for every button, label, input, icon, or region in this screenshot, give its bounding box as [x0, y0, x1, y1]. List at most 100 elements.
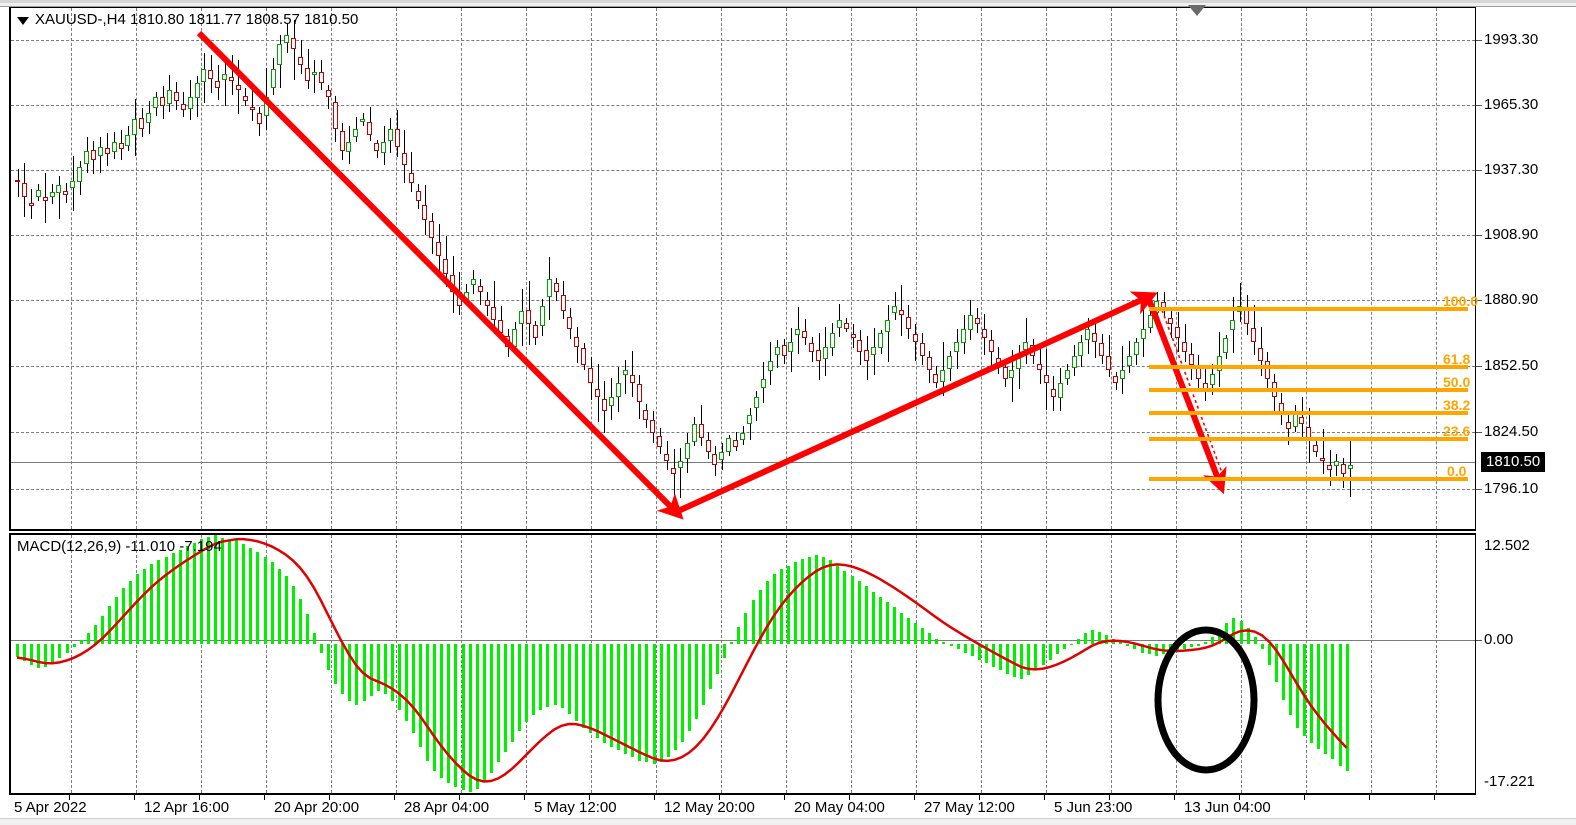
candle-body: [677, 460, 683, 468]
candle-body: [933, 373, 939, 384]
candle-body: [1230, 319, 1236, 331]
grid-line-vertical: [71, 535, 72, 793]
macd-histogram-bar: [900, 612, 903, 644]
candle-body: [436, 242, 442, 256]
grid-line-vertical: [201, 535, 202, 793]
macd-histogram-bar: [440, 643, 443, 779]
candle-body: [1057, 383, 1063, 399]
macd-histogram-bar: [921, 628, 924, 644]
macd-axis[interactable]: 12.502 0.00 -17.221: [1476, 533, 1576, 794]
candle-body: [498, 320, 504, 334]
macd-histogram-bar: [23, 643, 26, 662]
macd-histogram-bar: [865, 586, 868, 644]
macd-histogram-bar: [1056, 643, 1059, 655]
candle-body: [1140, 328, 1146, 340]
price-axis-label: 1824.50: [1484, 423, 1539, 440]
candle-body: [1119, 369, 1125, 379]
candle-body: [477, 286, 483, 293]
candle-body: [836, 319, 842, 329]
candle-body: [1299, 417, 1305, 425]
candle-body: [1106, 356, 1112, 370]
candle-body: [305, 67, 311, 81]
macd-histogram-bar: [1346, 643, 1349, 772]
macd-histogram-bar: [674, 643, 677, 751]
candle-wick: [1323, 429, 1324, 474]
candle-body: [574, 336, 580, 347]
candle-body: [1320, 458, 1326, 461]
macd-axis-label: -17.221: [1484, 773, 1535, 790]
macd-histogram-bar: [264, 556, 267, 644]
candle-wick: [232, 55, 233, 95]
price-chart-panel[interactable]: XAUUSD-,H4 1810.80 1811.77 1808.57 1810.…: [9, 7, 1476, 531]
candle-body: [974, 318, 980, 325]
candle-body: [850, 334, 856, 338]
candle-body: [691, 424, 697, 442]
candle-body: [187, 96, 193, 110]
candle-body: [318, 72, 324, 84]
candle-body: [747, 415, 752, 425]
time-tick: [264, 795, 265, 800]
axis-tick: [1476, 489, 1482, 490]
time-tick: [1109, 795, 1110, 800]
grid-line-vertical: [1176, 8, 1177, 529]
candle-body: [940, 369, 946, 383]
candle-body: [822, 346, 828, 360]
candle-body: [1002, 366, 1008, 379]
candle-body: [995, 358, 1001, 366]
candle-body: [1347, 465, 1353, 470]
price-axis-label: 1937.30: [1484, 161, 1539, 178]
macd-histogram-bar: [539, 643, 542, 711]
axis-tick: [1476, 640, 1482, 641]
macd-histogram-bar: [589, 643, 592, 733]
time-axis-label: 12 Apr 16:00: [144, 799, 230, 816]
candle-body: [843, 322, 849, 329]
macd-histogram-bar: [886, 602, 889, 644]
candle-body: [532, 325, 538, 338]
macd-histogram-bar: [16, 643, 19, 657]
time-tick: [849, 795, 850, 800]
price-axis-label: 1880.90: [1484, 291, 1539, 308]
candle-body: [1078, 342, 1084, 357]
candle-wick: [674, 449, 675, 501]
fib-level-label: 100.0: [1443, 293, 1479, 309]
macd-histogram-bar: [964, 643, 967, 653]
macd-histogram-bar: [497, 643, 500, 763]
candle-body: [684, 442, 690, 459]
grid-line-vertical: [721, 535, 722, 793]
macd-histogram-bar: [143, 569, 146, 644]
macd-histogram-bar: [561, 643, 564, 709]
fib-level-label: 38.2: [1443, 397, 1471, 413]
candle-body: [284, 35, 290, 44]
macd-histogram-bar: [836, 565, 839, 644]
candle-body: [512, 328, 518, 347]
fib-level-line: [1149, 365, 1468, 369]
macd-histogram-bar: [384, 643, 387, 695]
candle-body: [1064, 369, 1070, 380]
axis-tick: [1476, 40, 1482, 41]
macd-histogram-bar: [1119, 642, 1122, 644]
macd-plot-area[interactable]: [11, 535, 1475, 793]
price-axis-label: 1852.50: [1484, 357, 1539, 374]
candle-wick: [18, 168, 19, 198]
candle-body: [519, 310, 525, 324]
grid-line-vertical: [331, 535, 332, 793]
triangle-down-icon[interactable]: [17, 17, 29, 25]
candle-body: [1030, 344, 1036, 357]
price-plot-area[interactable]: [11, 8, 1475, 529]
candle-body: [298, 56, 304, 65]
grid-line-vertical: [981, 8, 982, 529]
candle-body: [961, 328, 967, 344]
candle-body: [222, 73, 228, 81]
macd-panel[interactable]: MACD(12,26,9) -11.010 -7.194: [9, 533, 1476, 794]
macd-histogram-bar: [483, 643, 486, 782]
time-axis-label: 27 May 12:00: [924, 799, 1015, 816]
time-axis[interactable]: 5 Apr 2022 12 Apr 16:00 20 Apr 20:00 28 Apr…: [9, 794, 1476, 820]
macd-histogram-bar: [94, 624, 97, 644]
macd-histogram-bar: [398, 643, 401, 711]
triangle-down-marker-icon[interactable]: [1188, 5, 1206, 16]
axis-tick: [1476, 170, 1482, 171]
macd-histogram-bar: [794, 562, 797, 644]
price-axis[interactable]: 1993.30 1965.30 1937.30 1908.90 1880.90 1852.…: [1476, 7, 1576, 531]
macd-histogram-bar: [667, 643, 670, 758]
macd-histogram-bar: [405, 643, 408, 721]
